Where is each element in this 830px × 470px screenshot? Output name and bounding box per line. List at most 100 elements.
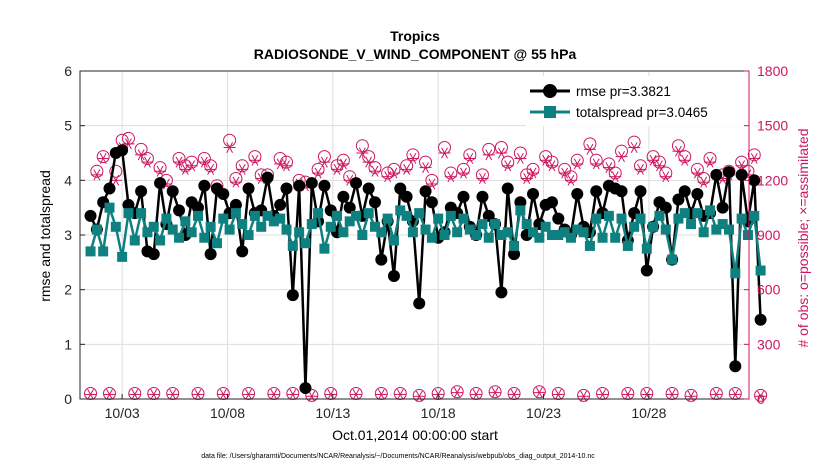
totalspread-point <box>490 219 501 230</box>
obs-possible-point <box>406 148 420 162</box>
obs-possible-point <box>526 162 540 176</box>
obs-assimilated-point <box>489 387 502 399</box>
obs-possible-point <box>665 387 679 401</box>
rmse-point <box>735 168 748 181</box>
totalspread-point <box>553 230 564 240</box>
totalspread-point <box>230 208 241 219</box>
totalspread-point <box>572 224 583 235</box>
obs-possible-point <box>659 166 673 180</box>
obs-possible-point <box>747 148 761 162</box>
obs-assimilated-point <box>533 387 546 399</box>
x-tick-label: 10/18 <box>421 405 456 421</box>
totalspread-point <box>243 230 254 240</box>
obs-possible-point <box>551 387 565 401</box>
totalspread-point <box>711 224 722 235</box>
obs-possible-point <box>286 387 300 401</box>
totalspread-point <box>635 213 646 224</box>
left-tick-label: 3 <box>64 227 72 243</box>
obs-assimilated-point <box>185 160 198 172</box>
legend: rmse pr=3.3821 totalspread pr=3.0465 <box>526 76 744 126</box>
totalspread-point <box>174 232 185 243</box>
obs-assimilated-point <box>173 156 186 168</box>
totalspread-point <box>528 227 539 238</box>
obs-possible-point <box>248 150 262 164</box>
totalspread-point <box>332 210 343 221</box>
obs-assimilated-point <box>691 167 704 179</box>
obs-assimilated-point <box>267 388 280 400</box>
obs-possible-point <box>166 387 180 401</box>
totalspread-point <box>641 243 652 254</box>
totalspread-point <box>616 213 627 224</box>
obs-possible-point <box>128 387 142 401</box>
obs-assimilated-point <box>236 163 249 175</box>
obs-assimilated-point <box>350 388 363 400</box>
totalspread-point <box>660 224 671 235</box>
obs-possible-point <box>419 155 433 169</box>
rmse-point <box>710 168 723 181</box>
obs-assimilated-point <box>647 154 660 166</box>
totalspread-point <box>597 232 608 243</box>
obs-possible-point <box>317 150 331 164</box>
rmse-point <box>173 204 186 217</box>
obs-assimilated-point <box>457 167 470 179</box>
obs-possible-point <box>501 155 515 169</box>
obs-assimilated-point <box>527 167 540 179</box>
totalspread-point <box>256 221 267 232</box>
rmse-point <box>754 313 767 326</box>
obs-possible-point <box>267 387 281 401</box>
totalspread-point <box>736 213 747 224</box>
obs-assimilated-point <box>634 163 647 175</box>
obs-possible-point <box>242 387 256 401</box>
rmse-point <box>425 196 438 209</box>
rmse-point <box>748 174 761 187</box>
chart-subtitle: RADIOSONDE_V_WIND_COMPONENT @ 55 hPa <box>254 46 577 62</box>
obs-possible-point <box>425 173 439 187</box>
obs-possible-point <box>102 387 116 401</box>
obs-assimilated-point <box>166 388 179 400</box>
obs-assimilated-point <box>514 152 527 164</box>
rmse-point <box>293 179 306 192</box>
right-tick-label: 300 <box>757 336 781 352</box>
rmse-point <box>135 185 148 198</box>
obs-possible-point <box>343 170 357 184</box>
obs-possible-point <box>507 387 521 401</box>
totalspread-point <box>161 213 172 224</box>
obs-assimilated-point <box>451 387 464 399</box>
right-tick-label: 600 <box>757 282 781 298</box>
obs-possible-point <box>627 135 641 149</box>
right-tick-label: 1200 <box>757 172 788 188</box>
obs-possible-point <box>678 150 692 164</box>
obs-assimilated-point <box>286 388 299 400</box>
obs-assimilated-point <box>147 388 160 400</box>
totalspread-point <box>369 221 380 232</box>
obs-assimilated-point <box>697 176 710 188</box>
totalspread-point <box>287 240 298 251</box>
rmse-point <box>457 190 470 203</box>
obs-assimilated-point <box>191 388 204 400</box>
totalspread-point <box>363 208 374 219</box>
rmse-point <box>387 270 400 282</box>
obs-possible-point <box>482 142 496 156</box>
left-axis-ticks: 0 1 2 3 4 5 6 <box>64 63 85 407</box>
right-axis-ticks: 0 300 600 900 1200 1500 1800 <box>744 63 788 407</box>
totalspread-point <box>730 268 741 279</box>
obs-assimilated-point <box>470 388 483 400</box>
obs-possible-point <box>374 387 388 401</box>
obs-assimilated-point <box>539 154 552 166</box>
obs-possible-point <box>368 161 382 175</box>
rmse-point <box>103 182 116 195</box>
obs-possible-point <box>153 161 167 175</box>
legend-box <box>526 76 744 126</box>
totalspread-point <box>723 224 734 235</box>
obs-possible-point <box>96 150 110 164</box>
totalspread-point <box>199 232 210 243</box>
obs-assimilated-point <box>748 152 761 164</box>
rmse-point <box>198 179 211 192</box>
obs-assimilated-point <box>508 388 521 400</box>
totalspread-point <box>180 216 191 227</box>
totalspread-point <box>357 230 368 240</box>
totalspread-point <box>414 208 425 219</box>
x-tick-label: 10/28 <box>631 405 666 421</box>
legend-rmse-label: rmse pr=3.3821 <box>576 84 671 99</box>
totalspread-point <box>237 219 248 230</box>
